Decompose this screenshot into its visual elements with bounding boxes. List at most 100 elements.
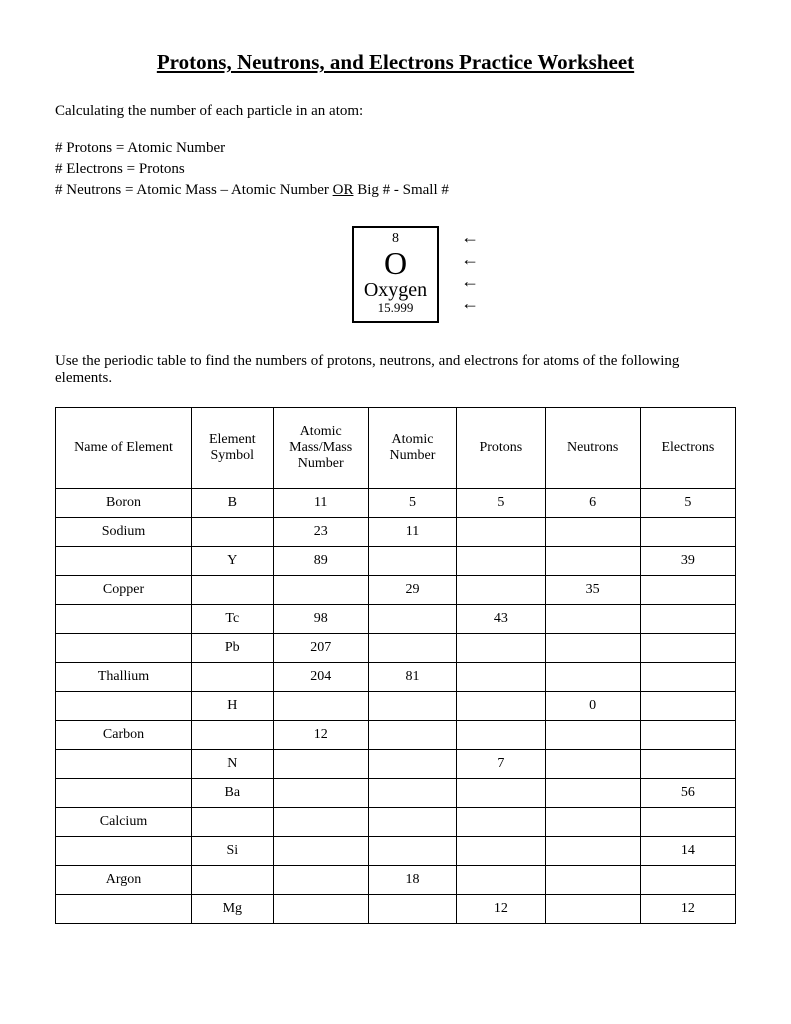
table-row: N7	[56, 749, 736, 778]
table-cell: 12	[640, 894, 735, 923]
table-cell	[368, 546, 456, 575]
table-cell: 207	[273, 633, 368, 662]
arrow-indicators: ← ← ← ←	[461, 228, 479, 312]
table-cell	[56, 749, 192, 778]
table-cell	[368, 604, 456, 633]
arrow-icon: ←	[461, 250, 479, 268]
table-cell	[56, 633, 192, 662]
table-cell	[457, 662, 545, 691]
table-cell	[368, 778, 456, 807]
table-cell	[545, 865, 640, 894]
table-cell: 81	[368, 662, 456, 691]
table-cell: 5	[640, 488, 735, 517]
table-row: Thallium 20481	[56, 662, 736, 691]
table-row: Y8939	[56, 546, 736, 575]
tile-symbol: O	[364, 247, 427, 281]
col-neutrons: Neutrons	[545, 407, 640, 488]
elements-table: Name of Element Element Symbol Atomic Ma…	[55, 407, 736, 924]
table-cell: Si	[192, 836, 274, 865]
table-cell: 14	[640, 836, 735, 865]
col-symbol: Element Symbol	[192, 407, 274, 488]
table-cell	[457, 836, 545, 865]
table-cell: H	[192, 691, 274, 720]
table-cell	[273, 865, 368, 894]
table-cell	[545, 517, 640, 546]
table-cell	[640, 633, 735, 662]
table-cell	[273, 691, 368, 720]
table-cell	[192, 865, 274, 894]
table-cell: 12	[273, 720, 368, 749]
table-row: Tc9843	[56, 604, 736, 633]
table-cell	[56, 691, 192, 720]
table-row: Sodium 2311	[56, 517, 736, 546]
table-row: Argon18	[56, 865, 736, 894]
table-cell: 12	[457, 894, 545, 923]
intro-text: Calculating the number of each particle …	[55, 103, 736, 120]
table-row: Si 14	[56, 836, 736, 865]
table-cell	[640, 604, 735, 633]
table-cell	[192, 807, 274, 836]
table-cell	[273, 778, 368, 807]
table-cell	[457, 633, 545, 662]
table-cell	[640, 865, 735, 894]
table-cell: Calcium	[56, 807, 192, 836]
table-cell: Carbon	[56, 720, 192, 749]
table-cell	[457, 546, 545, 575]
col-atomic-number: Atomic Number	[368, 407, 456, 488]
table-row: H0	[56, 691, 736, 720]
table-cell	[457, 575, 545, 604]
col-electrons: Electrons	[640, 407, 735, 488]
table-cell	[545, 749, 640, 778]
arrow-icon: ←	[461, 228, 479, 246]
table-row: Pb207	[56, 633, 736, 662]
table-row: Copper2935	[56, 575, 736, 604]
table-cell	[545, 720, 640, 749]
table-cell: 11	[368, 517, 456, 546]
table-row: Mg 12 12	[56, 894, 736, 923]
table-cell: 29	[368, 575, 456, 604]
tile-mass: 15.999	[364, 301, 427, 315]
table-cell	[640, 517, 735, 546]
table-cell	[640, 691, 735, 720]
table-cell	[457, 691, 545, 720]
table-cell	[368, 836, 456, 865]
table-cell: Thallium	[56, 662, 192, 691]
table-cell: Pb	[192, 633, 274, 662]
table-cell	[545, 662, 640, 691]
table-cell	[545, 836, 640, 865]
tile-name: Oxygen	[364, 280, 427, 301]
table-cell	[368, 749, 456, 778]
table-cell: 5	[457, 488, 545, 517]
table-cell: 18	[368, 865, 456, 894]
table-cell: 39	[640, 546, 735, 575]
table-cell: 98	[273, 604, 368, 633]
table-cell: 11	[273, 488, 368, 517]
table-cell: 6	[545, 488, 640, 517]
table-cell	[640, 720, 735, 749]
table-cell	[56, 546, 192, 575]
table-cell: Ba	[192, 778, 274, 807]
table-cell	[545, 604, 640, 633]
table-cell: Sodium	[56, 517, 192, 546]
rule-electrons: # Electrons = Protons	[55, 159, 736, 180]
table-cell: 23	[273, 517, 368, 546]
table-cell	[368, 894, 456, 923]
table-cell	[368, 720, 456, 749]
table-cell	[457, 778, 545, 807]
table-cell: N	[192, 749, 274, 778]
rules-block: # Protons = Atomic Number # Electrons = …	[55, 138, 736, 201]
table-cell: 89	[273, 546, 368, 575]
table-cell	[640, 662, 735, 691]
col-mass: Atomic Mass/Mass Number	[273, 407, 368, 488]
table-cell: 204	[273, 662, 368, 691]
table-cell	[457, 720, 545, 749]
table-cell	[545, 633, 640, 662]
table-cell	[192, 720, 274, 749]
table-cell: 7	[457, 749, 545, 778]
table-cell	[640, 575, 735, 604]
table-cell: B	[192, 488, 274, 517]
table-cell: 0	[545, 691, 640, 720]
table-cell: Mg	[192, 894, 274, 923]
table-cell	[368, 807, 456, 836]
table-cell	[545, 778, 640, 807]
